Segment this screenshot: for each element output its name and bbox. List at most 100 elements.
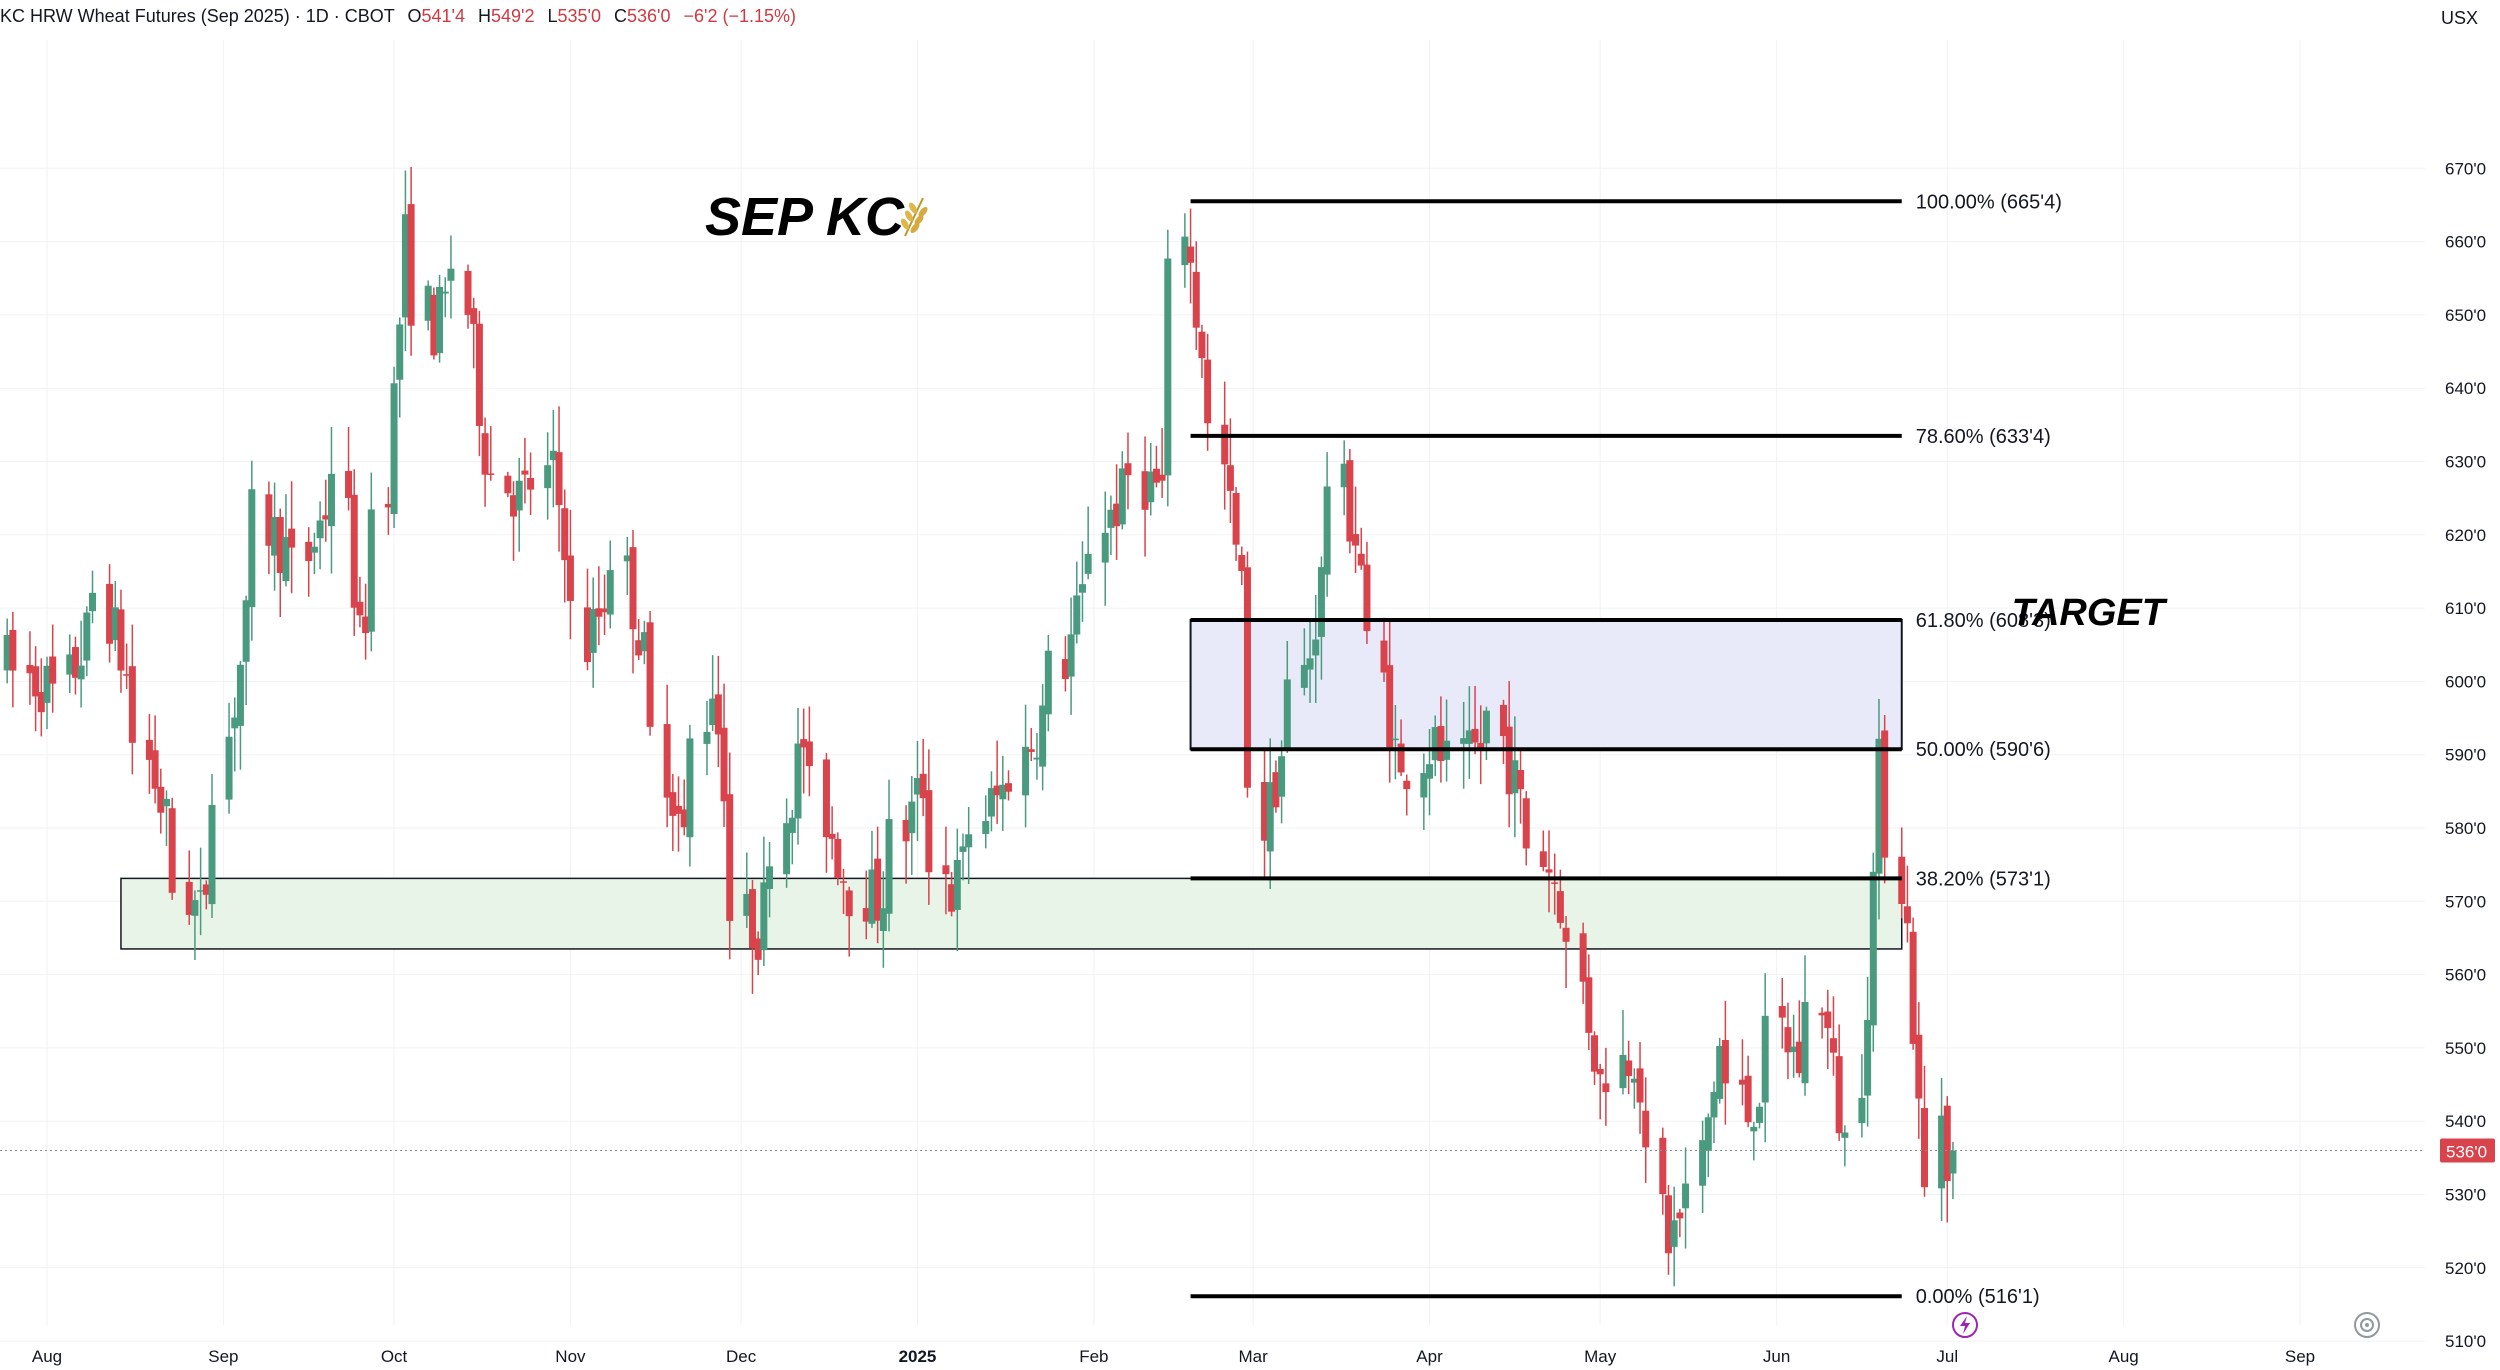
candle-body bbox=[868, 869, 876, 924]
high-value: 549'2 bbox=[490, 6, 535, 26]
candle-body bbox=[1545, 869, 1553, 873]
candle-body bbox=[9, 629, 17, 671]
candle-body bbox=[1909, 931, 1917, 1044]
candle-body bbox=[1619, 1054, 1627, 1089]
candle-body bbox=[1198, 331, 1206, 359]
y-tick-label: 590'0 bbox=[2445, 746, 2486, 765]
candle-body bbox=[1192, 271, 1200, 328]
candle-body bbox=[316, 520, 324, 539]
change-value: −6'2 (−1.15%) bbox=[683, 6, 797, 26]
candle-body bbox=[1147, 471, 1155, 503]
candle-body bbox=[197, 890, 205, 892]
candle-body bbox=[834, 838, 842, 879]
candle-body bbox=[83, 612, 91, 661]
candle-body bbox=[606, 570, 614, 615]
candle-body bbox=[49, 656, 57, 684]
candle-body bbox=[640, 632, 648, 652]
candle-body bbox=[1204, 359, 1212, 424]
candle-body bbox=[566, 555, 574, 601]
candle-body bbox=[288, 528, 296, 548]
candle-body bbox=[822, 759, 830, 838]
y-tick-label: 510'0 bbox=[2445, 1332, 2486, 1351]
candle-body bbox=[1437, 726, 1445, 762]
x-tick-label: Jul bbox=[1936, 1347, 1958, 1366]
candle-body bbox=[1710, 1091, 1718, 1118]
candle-body bbox=[1187, 246, 1195, 263]
candle-body bbox=[1397, 743, 1405, 773]
candle-body bbox=[1061, 659, 1069, 680]
candle-body bbox=[1756, 1106, 1764, 1123]
candle-body bbox=[982, 821, 990, 834]
y-tick-label: 560'0 bbox=[2445, 966, 2486, 985]
fib-level-label: 61.80% (608'3) bbox=[1916, 610, 2051, 632]
low-value: 535'0 bbox=[557, 6, 601, 26]
candle-body bbox=[1579, 933, 1587, 982]
candle-body bbox=[1699, 1140, 1707, 1186]
fib-level-label: 50.00% (590'6) bbox=[1916, 739, 2051, 761]
candle-body bbox=[902, 819, 910, 842]
candle-body bbox=[828, 833, 836, 839]
candle-body bbox=[1921, 1108, 1928, 1188]
candle-body bbox=[1266, 782, 1274, 852]
x-tick-label: May bbox=[1584, 1347, 1617, 1366]
candle-body bbox=[1511, 760, 1519, 794]
candle-body bbox=[276, 517, 284, 573]
candle-body bbox=[1738, 1079, 1746, 1085]
candle-body bbox=[1943, 1105, 1951, 1181]
candle-body bbox=[1778, 1006, 1786, 1018]
candle-body bbox=[1670, 1220, 1678, 1247]
candle-body bbox=[1164, 258, 1172, 476]
last-price-badge bbox=[2440, 1138, 2495, 1163]
y-tick-label: 640'0 bbox=[2445, 379, 2486, 398]
candle-body bbox=[123, 674, 131, 676]
candle-body bbox=[1875, 738, 1883, 874]
x-tick-label: Oct bbox=[381, 1347, 408, 1366]
candle-body bbox=[908, 801, 916, 834]
candle-body bbox=[32, 666, 40, 697]
candle-body bbox=[885, 819, 893, 914]
candle-body bbox=[965, 834, 973, 848]
candle-body bbox=[26, 664, 34, 674]
settings-icon[interactable] bbox=[2352, 1310, 2382, 1340]
y-tick-label: 540'0 bbox=[2445, 1112, 2486, 1131]
candle-body bbox=[510, 495, 518, 517]
candle-body bbox=[1841, 1132, 1849, 1138]
candle-body bbox=[1386, 665, 1394, 748]
candle-body bbox=[1420, 773, 1428, 798]
candle-body bbox=[987, 788, 995, 817]
candle-body bbox=[390, 383, 398, 514]
candle-body bbox=[1078, 584, 1086, 593]
y-tick-label: 600'0 bbox=[2445, 672, 2486, 691]
candle-body bbox=[1596, 1068, 1604, 1075]
candle-body bbox=[1664, 1195, 1672, 1254]
close-value: 536'0 bbox=[627, 6, 671, 26]
candle-body bbox=[840, 881, 848, 883]
candle-body bbox=[396, 324, 404, 380]
target-zone bbox=[1189, 619, 1903, 751]
candle-body bbox=[1022, 746, 1030, 796]
candle-body bbox=[794, 743, 802, 819]
candle-body bbox=[1835, 1056, 1843, 1134]
candle-body bbox=[1881, 730, 1889, 858]
currency-label[interactable]: USX bbox=[2440, 8, 2478, 28]
candle-body bbox=[845, 890, 853, 917]
candle-body bbox=[953, 859, 961, 910]
candle-body bbox=[1346, 460, 1354, 542]
candle-body bbox=[1403, 780, 1411, 790]
candle-body bbox=[919, 773, 927, 799]
lightning-icon[interactable] bbox=[1950, 1310, 1980, 1340]
candle-body bbox=[1949, 1150, 1957, 1174]
candle-body bbox=[1113, 503, 1121, 527]
candle-body bbox=[1352, 534, 1360, 546]
x-tick-label: Mar bbox=[1239, 1347, 1269, 1366]
candle-body bbox=[788, 817, 796, 833]
candle-body bbox=[1181, 236, 1189, 266]
candle-body bbox=[1323, 486, 1331, 575]
candle-body bbox=[1795, 1041, 1803, 1074]
candle-body bbox=[800, 739, 808, 748]
candle-body bbox=[993, 785, 1001, 796]
candle-body bbox=[37, 692, 45, 713]
candle-body bbox=[265, 494, 273, 546]
candle-body bbox=[248, 489, 256, 608]
